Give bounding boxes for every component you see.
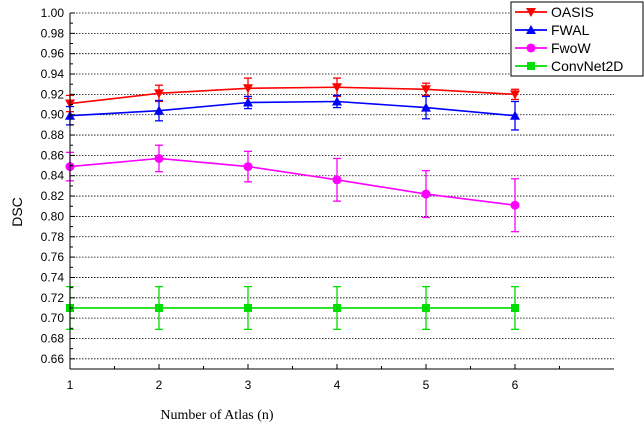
legend-item-fwal: FWAL (515, 22, 590, 38)
legend-label: FWAL (551, 22, 590, 38)
y-tick-label: 0.94 (41, 67, 65, 81)
y-tick-label: 0.86 (41, 148, 65, 162)
x-tick-label: 2 (156, 378, 163, 392)
x-axis-title: Number of Atlas (n) (160, 408, 273, 423)
legend-label: FwoW (551, 40, 591, 56)
axes (69, 12, 614, 370)
series-line (69, 157, 516, 207)
data-point (422, 303, 430, 312)
series-oasis (65, 77, 520, 113)
y-tick-label: 0.84 (41, 169, 65, 183)
x-tick-label: 5 (423, 378, 430, 392)
series-fwal (65, 94, 520, 131)
y-tick-label: 0.70 (41, 311, 65, 325)
data-point (510, 90, 520, 100)
tick-labels: 0.66 0.68 0.70 0.72 0.74 0.76 0.78 0.80 0.82 0.84… (41, 6, 519, 392)
y-tick-label: 0.74 (41, 270, 65, 284)
y-tick-label: 0.98 (41, 26, 65, 40)
series-line (69, 100, 516, 117)
data-point (421, 85, 431, 95)
legend-label: OASIS (551, 4, 594, 20)
data-point (155, 303, 163, 312)
legend-marker (526, 8, 536, 17)
series-line (69, 86, 516, 105)
legend-marker (526, 25, 536, 34)
series-fwow (65, 144, 520, 233)
y-tick-label: 0.82 (41, 189, 65, 203)
y-tick-label: 1.00 (41, 6, 65, 20)
y-tick-label: 0.96 (41, 47, 65, 61)
legend-item-convnet2d: ConvNet2D (515, 58, 623, 74)
x-tick-label: 6 (512, 378, 519, 392)
data-point (333, 303, 341, 312)
y-tick-label: 0.78 (41, 230, 65, 244)
y-tick-label: 0.80 (41, 209, 65, 223)
y-tick-label: 0.92 (41, 87, 65, 101)
data-point (243, 84, 253, 94)
x-tick-label: 4 (334, 378, 341, 392)
data-point (332, 175, 342, 185)
data-point (332, 96, 342, 106)
data-point (243, 97, 253, 107)
data-point (421, 102, 431, 112)
y-tick-label: 0.76 (41, 250, 65, 264)
y-tick-label: 0.88 (41, 128, 65, 142)
data-point (510, 110, 520, 120)
y-tick-label: 0.90 (41, 108, 65, 122)
legend-marker (527, 62, 535, 70)
legend-marker (526, 43, 536, 53)
data-point (154, 89, 164, 99)
y-tick-label: 0.68 (41, 331, 65, 345)
data-point (511, 303, 519, 312)
y-axis-title: DSC (9, 197, 25, 227)
y-tick-label: 0.72 (41, 291, 65, 305)
x-tick-label: 3 (245, 378, 252, 392)
legend-item-oasis: OASIS (515, 4, 594, 20)
data-point (243, 162, 253, 172)
data-point (421, 189, 431, 199)
x-tick-label: 1 (67, 378, 74, 392)
data-point (154, 105, 164, 115)
legend-label: ConvNet2D (551, 58, 623, 74)
data-point (244, 303, 252, 312)
legend-item-fwow: FwoW (515, 40, 591, 56)
data-point (332, 83, 342, 93)
data-point (510, 200, 520, 210)
series-convnet2d (66, 285, 519, 330)
legend: OASIS FWAL FwoW ConvNet2D (510, 1, 644, 77)
series-layer (65, 77, 520, 330)
y-tick-label: 0.66 (41, 352, 65, 366)
data-point (154, 153, 164, 163)
